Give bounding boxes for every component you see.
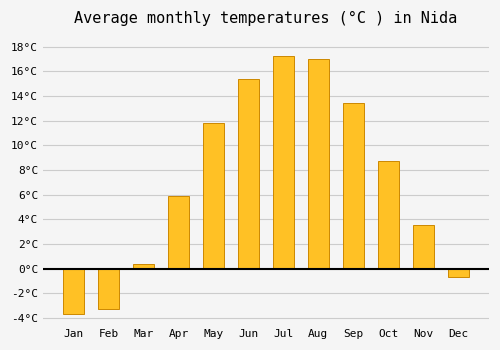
Bar	[343, 103, 364, 268]
Bar	[98, 268, 119, 309]
Bar	[448, 268, 468, 277]
Bar	[308, 59, 329, 268]
Bar	[412, 225, 434, 268]
Bar	[238, 79, 259, 268]
Bar	[133, 264, 154, 268]
Title: Average monthly temperatures (°C ) in Nida: Average monthly temperatures (°C ) in Ni…	[74, 11, 458, 26]
Bar	[203, 123, 224, 268]
Bar	[168, 196, 189, 268]
Bar	[378, 161, 398, 268]
Bar	[63, 268, 84, 314]
Bar	[273, 56, 294, 268]
